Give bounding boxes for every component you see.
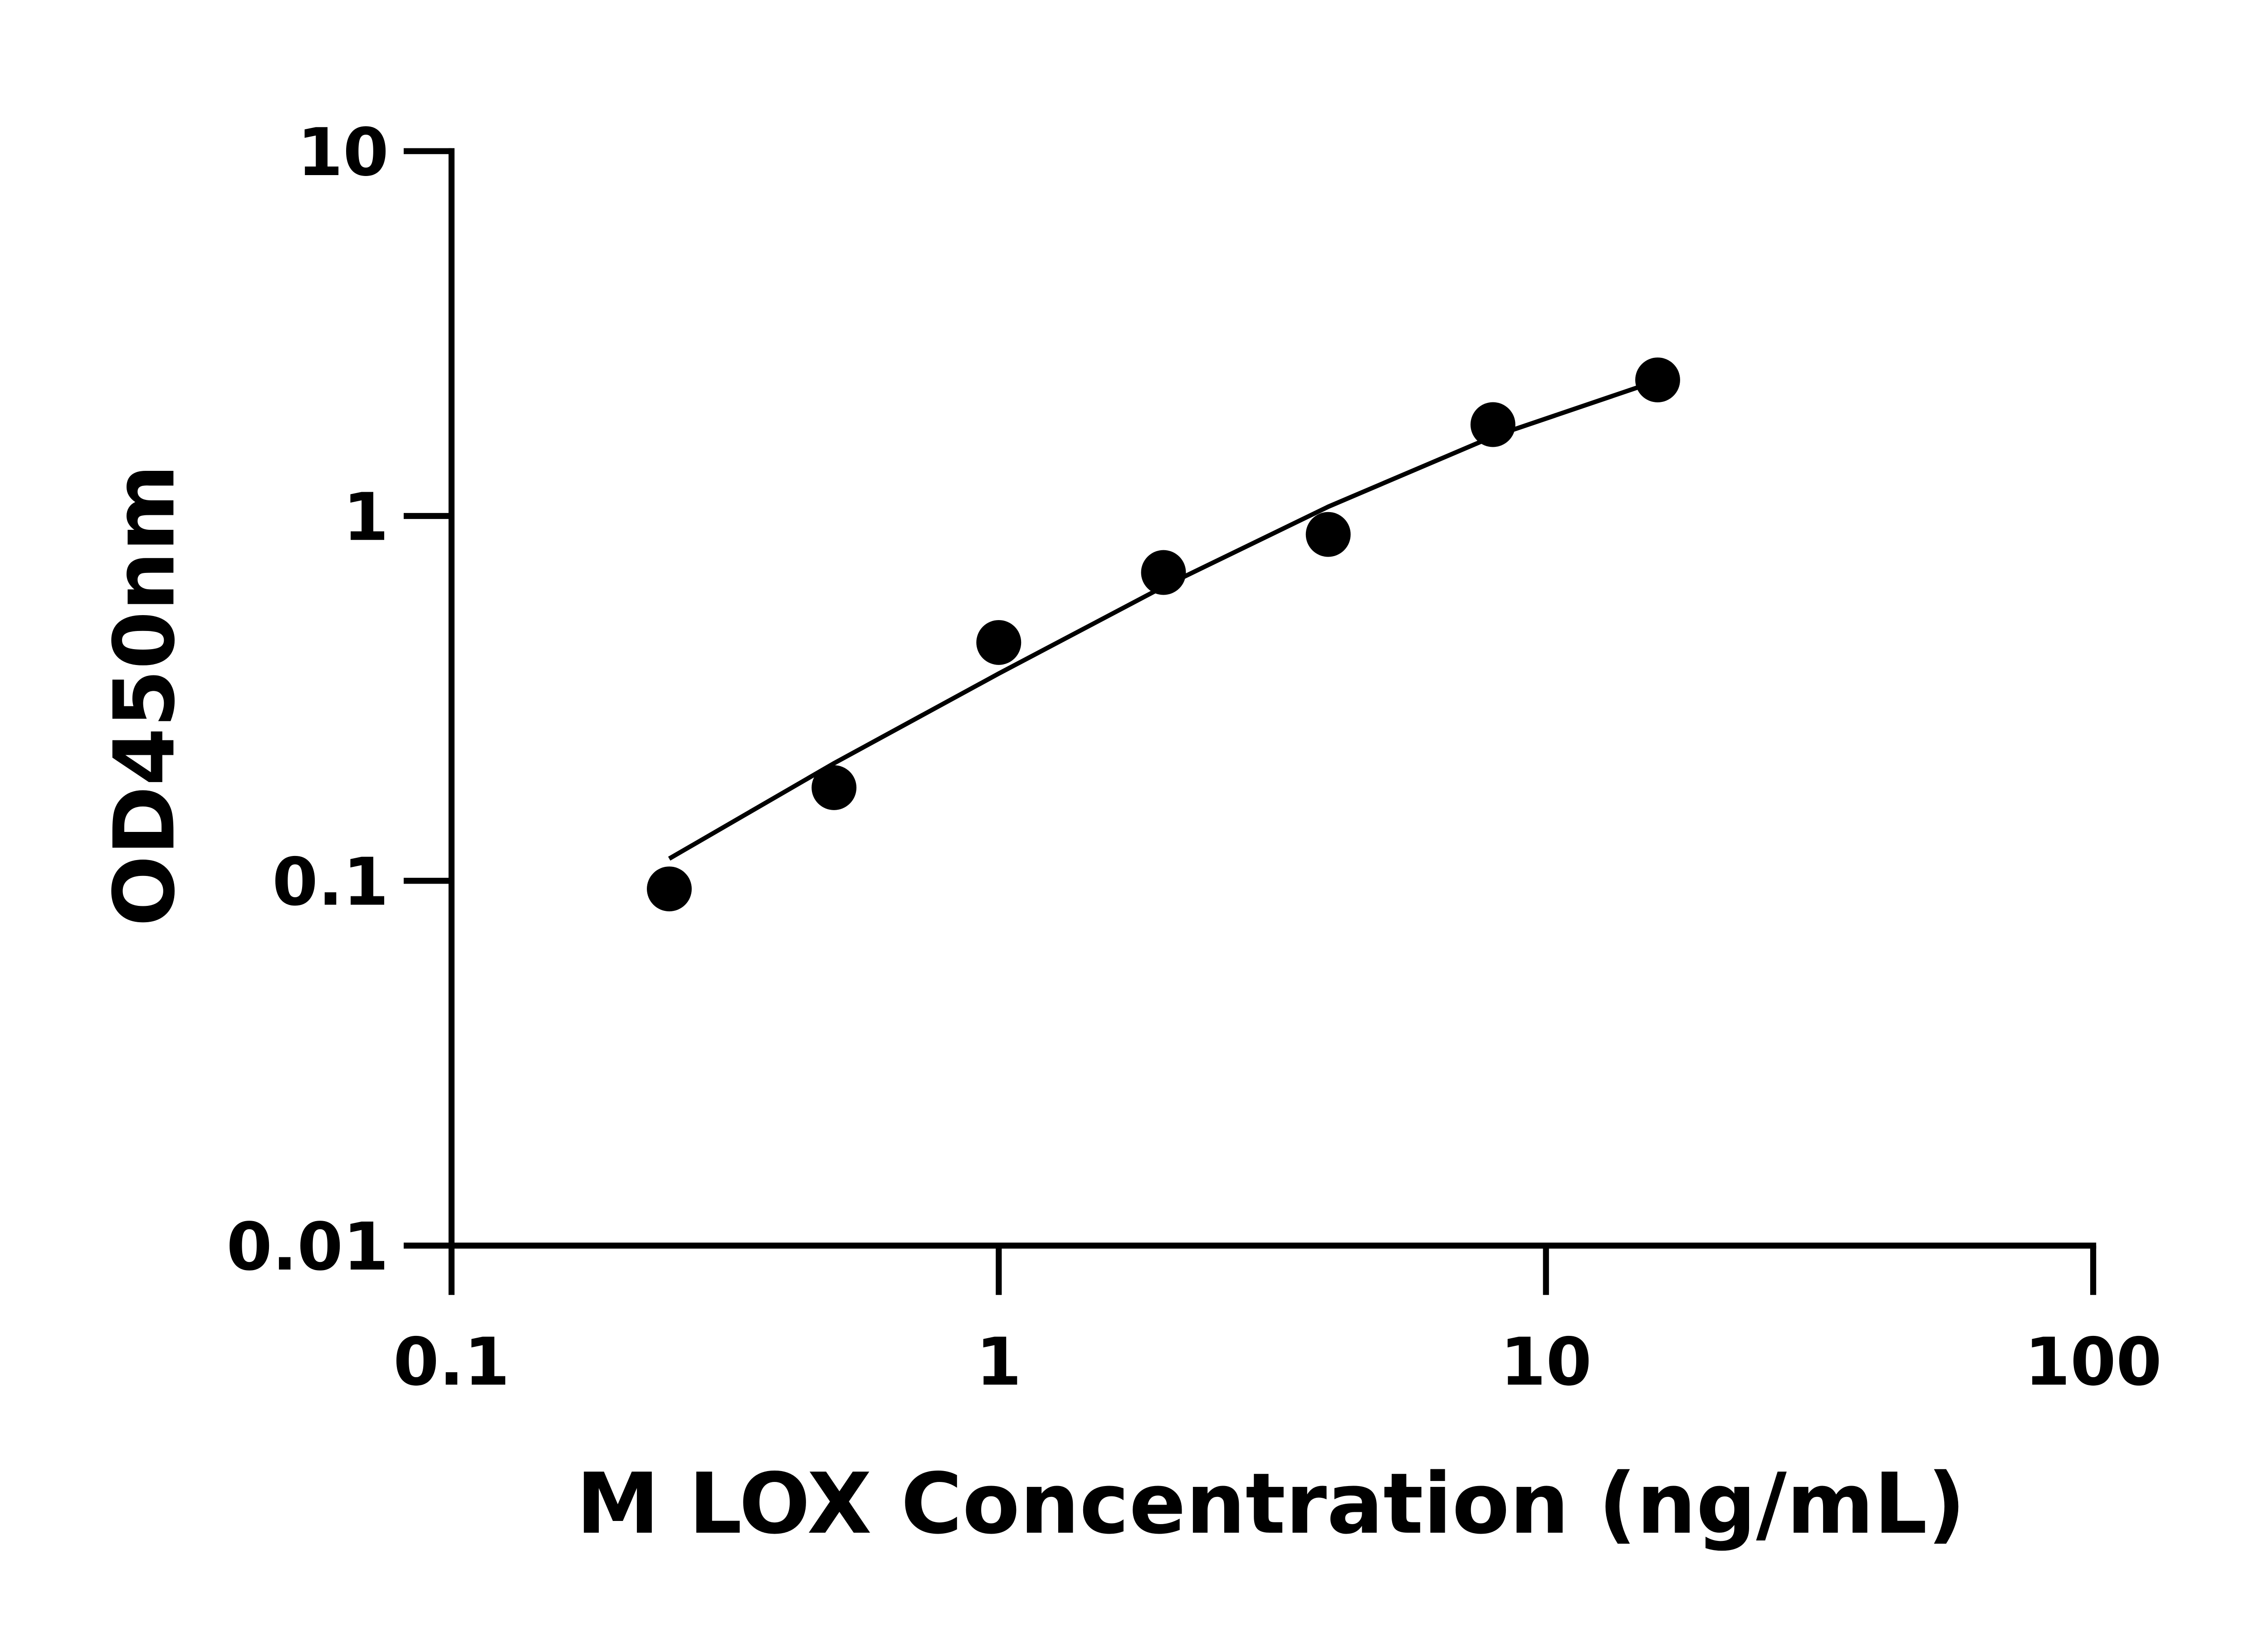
x-ticks: 0.1 1 10 100 [393,1245,2162,1401]
x-tick-label: 1 [976,1324,1022,1401]
data-point [811,765,857,810]
data-points [647,357,1680,912]
y-axis-label: OD450nm [96,464,193,926]
data-point [1470,402,1515,447]
y-tick-label: 10 [297,114,389,191]
x-tick-label: 10 [1500,1324,1592,1401]
y-tick-label: 1 [343,479,389,556]
axes [448,148,2097,1249]
data-point [1635,357,1680,402]
data-point [1305,512,1351,557]
data-point [976,620,1022,665]
data-point [647,866,692,912]
y-ticks: 0.01 0.1 1 10 [226,114,452,1286]
y-tick-label: 0.1 [272,844,389,920]
data-point [1141,550,1186,595]
x-tick-label: 100 [2024,1324,2162,1401]
x-tick-label: 0.1 [393,1324,510,1401]
x-axis-label: M LOX Concentration (ng/mL) [576,1455,1965,1553]
y-tick-label: 0.01 [226,1209,389,1286]
